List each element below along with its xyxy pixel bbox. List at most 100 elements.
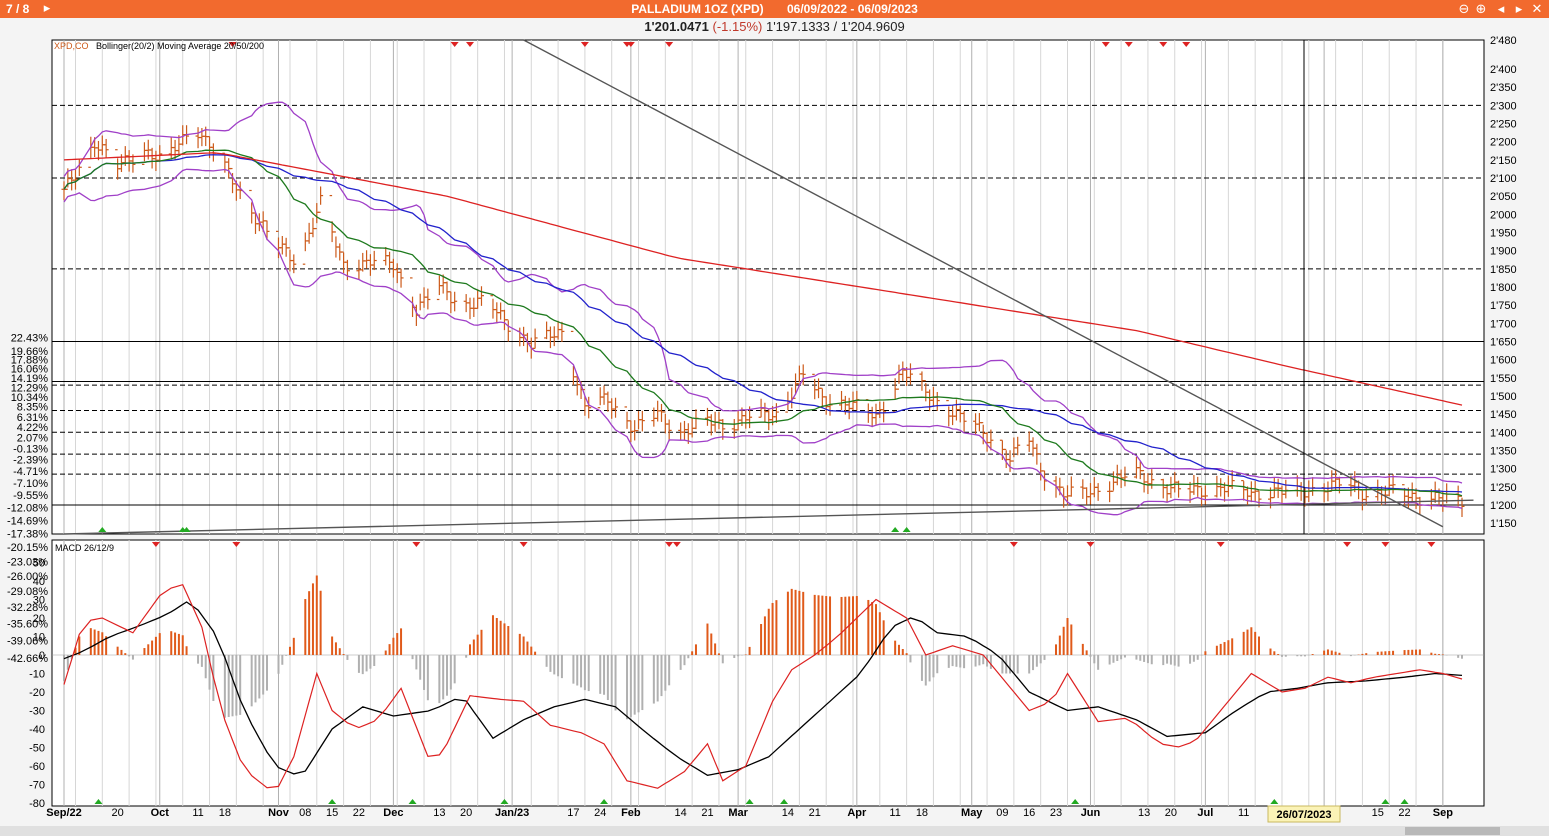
date-range: 06/09/2022 - 06/09/2023	[787, 2, 918, 16]
macd-sell-marker	[1427, 542, 1436, 547]
x-axis-label: 20	[1165, 807, 1177, 819]
x-axis-label: 17	[567, 807, 579, 819]
macd-buy-marker	[1071, 799, 1080, 804]
price-axis-label: 1'250	[1490, 482, 1517, 494]
price-axis-label: 2'480	[1490, 35, 1517, 47]
horizontal-scrollbar[interactable]	[0, 826, 1549, 836]
percent-axis-label: -0.13%	[13, 444, 48, 456]
percent-axis-label: 19.66%	[11, 346, 49, 358]
x-axis-label: Sep/22	[46, 807, 81, 819]
instrument-name: PALLADIUM 1OZ (XPD)	[631, 2, 764, 16]
x-axis-label: Feb	[621, 807, 641, 819]
buy-signal-marker	[182, 527, 191, 532]
prev-icon[interactable]: ◂	[1497, 1, 1505, 16]
percent-axis-label: -20.15%	[7, 542, 48, 554]
close-icon[interactable]: ✕	[1531, 1, 1543, 16]
macd-buy-marker	[1400, 799, 1409, 804]
x-axis-label: Sep	[1433, 807, 1453, 819]
chart-title: PALLADIUM 1OZ (XPD) 06/09/2022 - 06/09/2…	[0, 2, 1549, 16]
percent-axis-label: 10.34%	[11, 392, 49, 404]
price-axis-label: 1'850	[1490, 264, 1517, 276]
ma200-line	[63, 152, 1463, 406]
x-axis-label: 08	[299, 807, 311, 819]
price-axis-label: 2'300	[1490, 100, 1517, 112]
price-axis-label: 1'600	[1490, 355, 1517, 367]
price-axis-label: 2'150	[1490, 155, 1517, 167]
macd-buy-marker	[745, 799, 754, 804]
macd-axis-label: 0	[39, 650, 45, 662]
price-axis-label: 2'100	[1490, 173, 1517, 185]
percent-axis-label: -39.06%	[7, 635, 48, 647]
x-axis-label: Oct	[151, 807, 170, 819]
bollinger-lower-line	[63, 168, 1463, 516]
buy-signal-marker	[891, 527, 900, 532]
ma50-line	[63, 154, 1463, 493]
price-axis-label: 1'800	[1490, 282, 1517, 294]
crosshair-date-box	[1267, 805, 1341, 823]
crosshair-date-label: 26/07/2023	[1276, 809, 1331, 821]
price-range: 1'197.1333 / 1'204.9609	[765, 19, 905, 34]
x-axis-label: 15	[1372, 807, 1384, 819]
sell-signal-marker	[1159, 42, 1168, 47]
macd-sell-marker	[672, 542, 681, 547]
percent-axis-label: -14.69%	[7, 515, 48, 527]
x-axis-label: Mar	[728, 807, 748, 819]
macd-sell-marker	[232, 542, 241, 547]
x-axis-label: 22	[353, 807, 365, 819]
percent-axis-label: -23.03%	[7, 556, 48, 568]
price-axis-label: 1'300	[1490, 464, 1517, 476]
macd-buy-marker	[1270, 799, 1279, 804]
x-axis-label: 20	[460, 807, 472, 819]
percent-axis-label: 14.19%	[11, 373, 49, 385]
percent-axis-label: 17.88%	[11, 355, 49, 367]
x-axis-label: 16	[1023, 807, 1035, 819]
price-axis-label: 2'200	[1490, 137, 1517, 149]
title-bar: 7 / 8 PALLADIUM 1OZ (XPD) 06/09/2022 - 0…	[0, 0, 1549, 18]
macd-buy-marker	[500, 799, 509, 804]
sell-signal-marker	[228, 42, 237, 47]
legend-indicators: Bollinger(20/2) Moving Average 20/50/200	[96, 41, 264, 51]
chart-canvas[interactable]: XPD,CO Bollinger(20/2) Moving Average 20/…	[0, 34, 1549, 826]
macd-line	[63, 583, 1463, 789]
price-axis-label: 2'250	[1490, 119, 1517, 131]
price-change: (-1.15%)	[712, 19, 763, 34]
percent-axis-label: -35.60%	[7, 618, 48, 630]
next-icon[interactable]: ▸	[1515, 1, 1523, 16]
price-axis-label: 1'900	[1490, 246, 1517, 258]
price-axis-label: 2'400	[1490, 64, 1517, 76]
price-axis-label: 2'050	[1490, 191, 1517, 203]
macd-sell-marker	[665, 542, 674, 547]
percent-axis-label: -4.71%	[13, 466, 48, 478]
x-axis-label: 14	[782, 807, 794, 819]
next-chart-icon[interactable]: ▸	[43, 0, 51, 15]
price-panel	[51, 39, 1485, 535]
sell-signal-marker	[626, 42, 635, 47]
percent-axis-label: -32.28%	[7, 602, 48, 614]
sell-signal-marker	[665, 42, 674, 47]
macd-buy-marker	[408, 799, 417, 804]
percent-axis-label: 8.35%	[17, 402, 48, 414]
percent-axis-label: -9.55%	[13, 490, 48, 502]
price-axis-label: 1'750	[1490, 300, 1517, 312]
macd-axis-label: 40	[33, 576, 45, 588]
x-axis-label: 13	[433, 807, 445, 819]
sell-signal-marker	[580, 42, 589, 47]
x-axis-label: Nov	[268, 807, 290, 819]
macd-sell-marker	[1381, 542, 1390, 547]
percent-axis-label: 12.29%	[11, 382, 49, 394]
macd-axis-label: -70	[29, 780, 45, 792]
x-axis-label: Jul	[1197, 807, 1213, 819]
zoom-out-icon[interactable]: ⊖	[1458, 1, 1470, 16]
macd-sell-marker	[412, 542, 421, 547]
macd-buy-marker	[94, 799, 103, 804]
percent-axis-label: 16.06%	[11, 364, 49, 376]
price-axis-label: 2'000	[1490, 209, 1517, 221]
quote-line: 1'201.0471 (-1.15%) 1'197.1333 / 1'204.9…	[0, 19, 1549, 34]
sell-signal-marker	[465, 42, 474, 47]
price-axis-label: 1'700	[1490, 318, 1517, 330]
x-axis-label: 11	[192, 807, 203, 819]
zoom-in-icon[interactable]: ⊕	[1475, 1, 1487, 16]
macd-sell-marker	[1216, 542, 1225, 547]
macd-title: MACD 26/12/9	[55, 543, 114, 553]
scrollbar-thumb[interactable]	[1405, 827, 1500, 835]
